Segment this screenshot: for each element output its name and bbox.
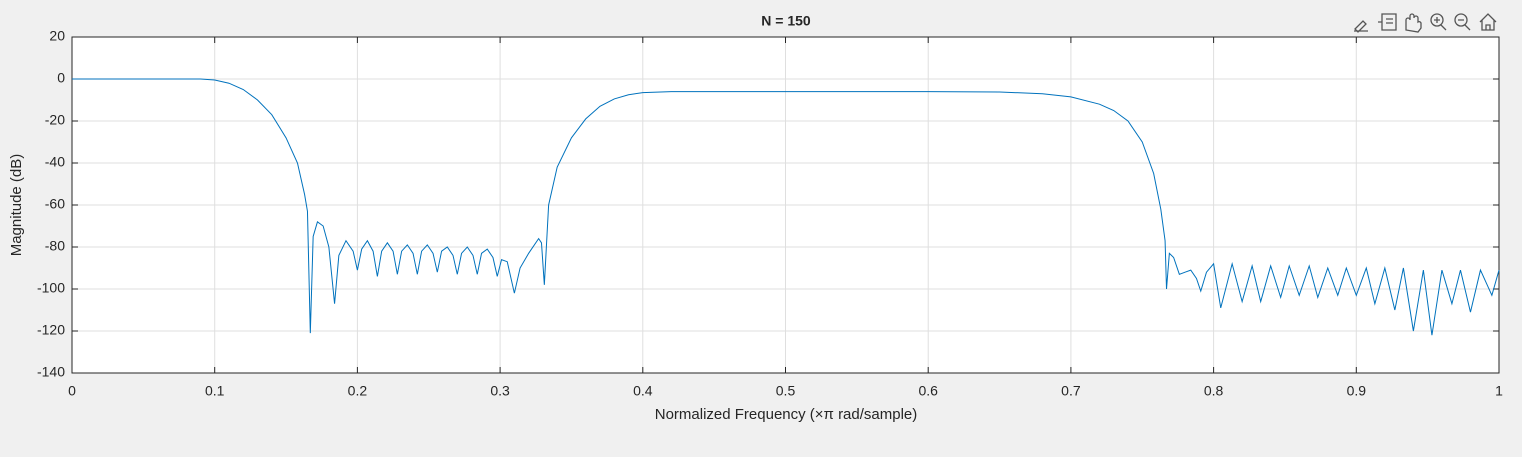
- legend-icon[interactable]: [1378, 13, 1397, 31]
- y-axis-label: Magnitude (dB): [8, 154, 25, 257]
- x-tick-label: 0.3: [490, 383, 510, 399]
- y-tick-label: -140: [37, 364, 65, 380]
- y-tick-label: -40: [45, 154, 65, 170]
- x-tick-label: 0.7: [1061, 383, 1081, 399]
- y-tick-label: 0: [57, 70, 65, 86]
- toolbar: [1354, 13, 1497, 33]
- zoom-in-icon[interactable]: [1430, 13, 1444, 27]
- x-tick-label: 0.1: [205, 383, 225, 399]
- zoom-out-icon[interactable]: [1454, 13, 1468, 27]
- data-line: [72, 78, 1500, 336]
- home-icon[interactable]: [1479, 13, 1497, 31]
- y-tick-label: -120: [37, 322, 65, 338]
- y-tick-label: -100: [37, 280, 65, 296]
- y-tick-label: -20: [45, 112, 65, 128]
- chart-title: N = 150: [761, 13, 811, 29]
- x-tick-label: 0: [68, 383, 76, 399]
- x-tick-label: 1: [1495, 383, 1503, 399]
- pan-icon[interactable]: [1405, 13, 1422, 33]
- x-axis-label: Normalized Frequency (×π rad/sample): [655, 406, 918, 423]
- y-tick-label: 20: [49, 28, 65, 44]
- x-tick-label: 0.9: [1347, 383, 1367, 399]
- x-tick-label: 0.5: [776, 383, 796, 399]
- axes-box: [71, 36, 1500, 374]
- x-tick-label: 0.6: [918, 383, 938, 399]
- x-tick-label: 0.2: [348, 383, 368, 399]
- y-tick-label: -60: [45, 196, 65, 212]
- edit-icon[interactable]: [1354, 20, 1368, 33]
- x-tick-label: 0.8: [1204, 383, 1224, 399]
- y-tick-label: -80: [45, 238, 65, 254]
- x-tick-label: 0.4: [633, 383, 653, 399]
